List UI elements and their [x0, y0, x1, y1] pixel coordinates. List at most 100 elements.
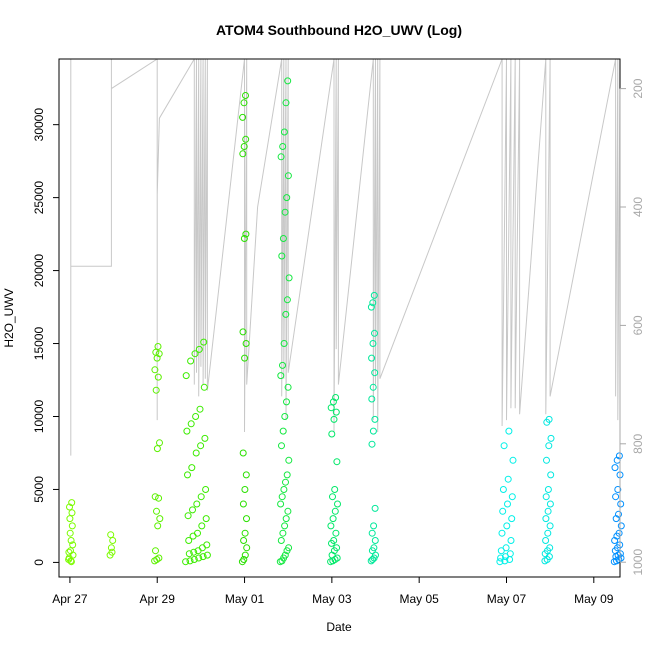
data-point: [498, 529, 506, 537]
data-point: [547, 434, 555, 442]
data-point: [182, 558, 190, 566]
data-point: [239, 449, 247, 457]
data-point: [153, 445, 161, 453]
y-tick-label: 20000: [32, 254, 46, 288]
data-point: [328, 430, 336, 438]
data-point: [283, 471, 291, 479]
x-tick-label: Apr 27: [52, 592, 88, 606]
data-point: [69, 541, 77, 549]
data-point: [546, 500, 554, 508]
data-point: [284, 383, 292, 391]
data-point: [241, 529, 249, 537]
data-point: [239, 328, 247, 336]
data-point: [242, 340, 250, 347]
points-layer: [65, 77, 625, 566]
data-point: [154, 343, 162, 350]
data-point: [184, 471, 191, 479]
y-axis: 0 5000 10000 15000 20000 25000 30000: [32, 108, 60, 566]
data-point: [241, 486, 249, 493]
data-point: [496, 558, 504, 566]
profile-layer: [70, 59, 620, 456]
data-point: [277, 500, 285, 508]
data-point: [203, 541, 211, 549]
data-point: [371, 537, 379, 544]
data-point: [201, 434, 209, 442]
data-point: [329, 398, 337, 406]
data-point: [240, 235, 248, 242]
data-point: [195, 554, 203, 562]
data-point: [499, 486, 507, 493]
data-point: [611, 464, 619, 472]
data-point: [502, 544, 510, 552]
data-point: [67, 537, 75, 544]
data-point: [279, 427, 287, 435]
data-point: [284, 172, 292, 180]
data-point: [66, 503, 73, 511]
data-point: [187, 420, 195, 428]
data-point: [242, 92, 249, 99]
y-tick-label: 10000: [32, 399, 46, 433]
data-point: [282, 99, 290, 107]
data-point: [369, 556, 377, 563]
data-point: [108, 548, 116, 556]
data-point: [544, 486, 552, 493]
data-point: [196, 405, 204, 413]
data-point: [186, 557, 194, 565]
data-point: [329, 515, 337, 523]
data-point: [284, 77, 292, 85]
data-point: [188, 464, 196, 472]
data-point: [284, 507, 292, 515]
data-point: [279, 143, 287, 150]
data-point: [66, 529, 74, 537]
data-point: [278, 252, 286, 260]
data-point: [544, 507, 552, 515]
data-point: [371, 504, 379, 512]
data-point: [545, 442, 553, 450]
data-point: [200, 338, 208, 346]
data-point: [280, 128, 288, 136]
data-point: [330, 415, 338, 423]
data-point: [239, 150, 247, 158]
data-point: [615, 510, 622, 518]
data-point: [332, 408, 340, 416]
data-point: [277, 372, 285, 380]
data-point: [371, 369, 379, 377]
data-point: [327, 522, 335, 530]
data-point: [279, 529, 287, 537]
data-point: [241, 354, 249, 362]
right-tick-label: 200: [631, 78, 645, 98]
data-point: [330, 537, 338, 544]
data-point: [192, 449, 200, 457]
data-point: [282, 478, 289, 486]
x-axis-label: Date: [326, 620, 352, 634]
data-point: [331, 507, 339, 515]
data-point: [277, 537, 285, 544]
data-point: [240, 537, 248, 544]
data-point: [367, 303, 375, 311]
data-point: [152, 547, 159, 555]
data-point: [283, 398, 290, 406]
data-point: [279, 361, 286, 369]
data-point: [198, 544, 206, 552]
data-point: [506, 550, 514, 558]
data-point: [198, 522, 206, 530]
data-point: [612, 493, 620, 501]
data-point: [280, 340, 288, 347]
data-point: [615, 529, 623, 537]
data-point: [193, 500, 201, 508]
x-tick-label: May 09: [574, 592, 614, 606]
y-axis-label: H2O_UWV: [2, 288, 16, 347]
data-point: [285, 456, 293, 464]
data-point: [240, 143, 248, 150]
right-tick-label: 1000: [631, 549, 645, 576]
data-point: [332, 394, 340, 401]
data-point: [197, 442, 205, 450]
data-point: [369, 340, 377, 347]
data-point: [368, 529, 376, 537]
data-point: [285, 274, 293, 282]
data-point: [197, 493, 205, 501]
data-point: [505, 427, 513, 435]
data-point: [546, 544, 554, 552]
data-point: [65, 548, 73, 556]
data-point: [182, 372, 190, 380]
